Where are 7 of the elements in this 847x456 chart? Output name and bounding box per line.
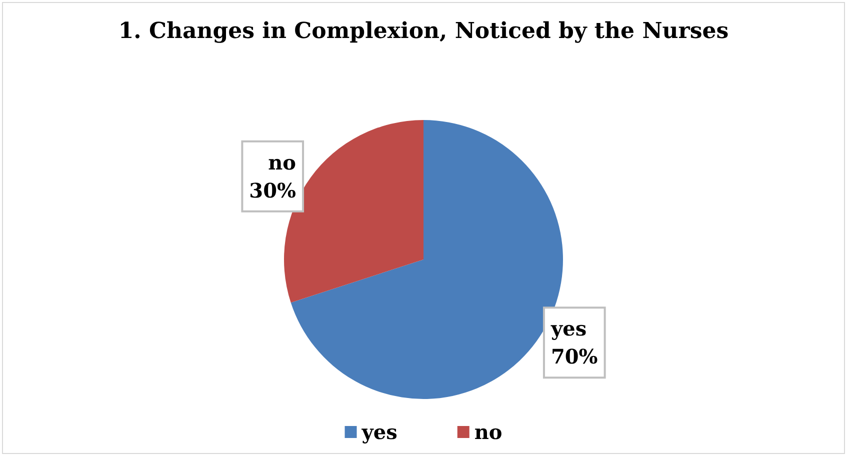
- slice-label: yes: [550, 316, 587, 341]
- data-label: 30%: [249, 178, 296, 202]
- data-label: 70%: [550, 344, 598, 369]
- chart-title: 1. Changes in Complexion, Noticed by the Nurses: [118, 18, 729, 44]
- legend-label: yes: [360, 420, 398, 444]
- slice-label: no: [268, 150, 296, 174]
- legend-label: no: [474, 420, 502, 444]
